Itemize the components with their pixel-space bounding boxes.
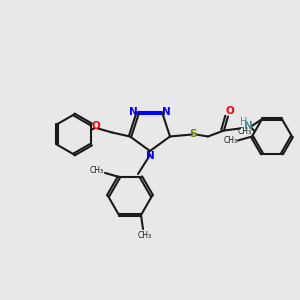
Text: CH₃: CH₃ — [138, 231, 152, 240]
Text: N: N — [244, 122, 252, 131]
Text: CH₃: CH₃ — [90, 167, 104, 176]
Text: H: H — [240, 118, 248, 128]
Text: S: S — [189, 130, 197, 140]
Text: O: O — [226, 106, 234, 116]
Text: CH₃: CH₃ — [238, 127, 252, 136]
Text: N: N — [146, 151, 154, 161]
Text: CH₃: CH₃ — [224, 136, 238, 145]
Text: N: N — [129, 107, 138, 117]
Text: O: O — [92, 122, 100, 131]
Text: N: N — [162, 107, 171, 117]
